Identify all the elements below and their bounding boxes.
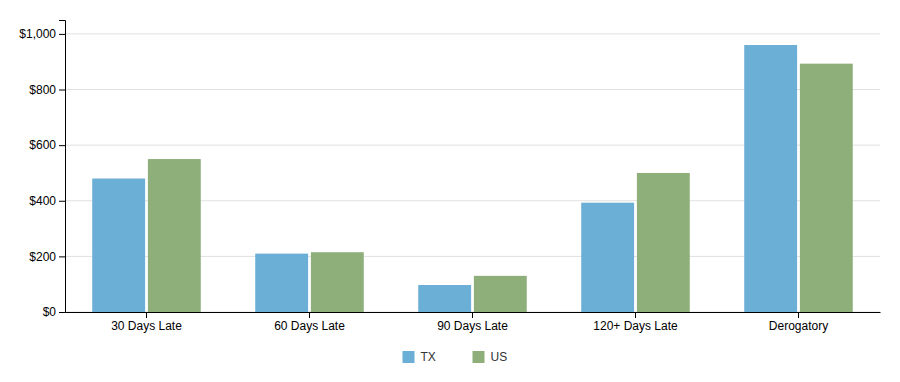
y-axis-line (59, 21, 66, 313)
x-tick: 120+ Days Late (593, 312, 678, 333)
y-tick: $0 (43, 305, 65, 319)
legend-swatch (473, 351, 485, 363)
bar (581, 203, 634, 312)
x-tick-mark (472, 312, 473, 318)
y-tick-label: $0 (43, 305, 57, 319)
x-tick-mark (635, 312, 636, 318)
bar-series (148, 64, 853, 312)
x-tick-mark (798, 312, 799, 318)
y-tick-mark (59, 145, 65, 146)
bar (418, 285, 471, 312)
y-tick-label: $200 (29, 250, 56, 264)
x-tick-label: 90 Days Late (437, 319, 508, 333)
legend-label: US (491, 350, 508, 364)
y-tick: $1,000 (19, 27, 65, 41)
legend-label: TX (421, 350, 436, 364)
grid (65, 34, 880, 312)
x-axis: 30 Days Late 60 Days Late 90 Days Late 120+… (66, 312, 881, 333)
bar (744, 45, 797, 312)
y-tick-mark (59, 312, 65, 313)
x-tick: Derogatory (769, 312, 828, 333)
y-tick-label: $1,000 (19, 27, 56, 41)
y-tick: $200 (29, 250, 65, 264)
x-tick: 30 Days Late (111, 312, 182, 333)
x-tick-label: Derogatory (769, 319, 828, 333)
legend-swatch (403, 351, 415, 363)
x-tick-mark (309, 312, 310, 318)
legend: TX US (403, 350, 508, 364)
bars (92, 45, 853, 312)
bar (255, 254, 308, 312)
bar (148, 159, 201, 312)
y-tick-label: $800 (29, 83, 56, 97)
legend-item: US (473, 350, 508, 364)
x-tick-label: 30 Days Late (111, 319, 182, 333)
bar (92, 179, 145, 312)
y-tick-mark (59, 201, 65, 202)
bar-series (92, 45, 797, 312)
bar (800, 64, 853, 312)
y-axis: $0 $200 $400 $600 $800 $1,000 (19, 21, 65, 320)
bar (637, 173, 690, 312)
x-tick: 90 Days Late (437, 312, 508, 333)
plot: 30 Days Late 60 Days Late 90 Days Late 120+… (19, 21, 880, 333)
bar (311, 252, 364, 312)
y-tick: $800 (29, 83, 65, 97)
x-tick-label: 60 Days Late (274, 319, 345, 333)
grid-line (65, 33, 880, 34)
legend-item: TX (403, 350, 436, 364)
x-tick: 60 Days Late (274, 312, 345, 333)
chart: 30 Days Late 60 Days Late 90 Days Late 120+… (0, 0, 900, 382)
x-tick-label: 120+ Days Late (593, 319, 678, 333)
bar (474, 276, 527, 312)
y-tick-mark (59, 256, 65, 257)
y-tick-label: $400 (29, 194, 56, 208)
y-tick: $400 (29, 194, 65, 208)
x-tick-mark (146, 312, 147, 318)
y-tick-mark (59, 90, 65, 91)
y-tick: $600 (29, 138, 65, 152)
y-tick-label: $600 (29, 138, 56, 152)
y-tick-mark (59, 34, 65, 35)
